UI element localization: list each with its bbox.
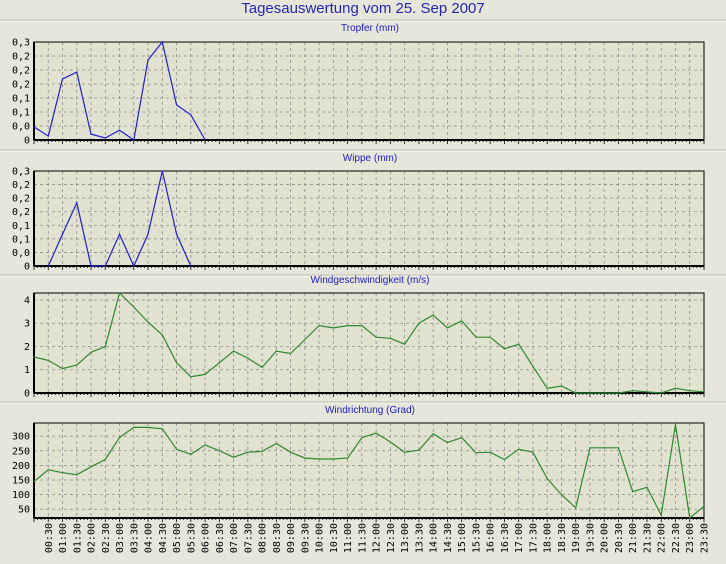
x-tick-label: 08:00	[258, 523, 269, 553]
x-tick-label: 03:00	[115, 523, 126, 553]
plot-background	[34, 171, 704, 266]
chart-panel-2: Wippe (mm) 0,3 0,2 0,2 0,2 0,1 0,1 0,0 0	[12, 153, 705, 273]
x-tick-label: 23:00	[685, 523, 696, 553]
x-tick-label: 00:30	[44, 523, 55, 553]
y-tick-label: 0,0	[12, 248, 30, 259]
y-tick-label: 0	[24, 389, 30, 400]
y-tick-label: 0,1	[12, 221, 30, 232]
x-tick-label: 12:00	[372, 523, 383, 553]
x-tick-label: 17:00	[514, 523, 525, 553]
y-tick-label: 0,2	[12, 194, 30, 205]
x-tick-label: 04:30	[158, 523, 169, 553]
y-tick-label: 50	[18, 505, 30, 516]
x-tick-label: 11:30	[357, 523, 368, 553]
x-tick-label: 01:30	[72, 523, 83, 553]
y-tick-label: 0,3	[12, 167, 30, 178]
series-line	[33, 40, 206, 142]
y-tick-label: 0	[24, 136, 30, 147]
x-tick-label: 04:00	[144, 523, 155, 553]
x-tick-label: 14:00	[429, 523, 440, 553]
x-tick-label: 13:30	[414, 523, 425, 553]
y-tick-label: 150	[12, 476, 30, 487]
chart-panel-4: Windrichtung (Grad) 300 250 200 150 100 50	[12, 405, 705, 522]
x-tick-label: 06:00	[201, 523, 212, 553]
y-tick-label: 0,2	[12, 65, 30, 76]
chart-panel-1: Tropfer (mm) 0,3 0,2 0,2 0,2 0,1 0,1 0,0 0	[12, 23, 705, 147]
x-tick-label: 05:00	[172, 523, 183, 553]
x-tick-label: 12:30	[386, 523, 397, 553]
y-tick-label: 0,2	[12, 80, 30, 91]
plot-background	[34, 42, 704, 140]
y-tick-label: 0,3	[12, 38, 30, 49]
x-tick-label: 05:30	[186, 523, 197, 553]
y-tick-label: 0,2	[12, 180, 30, 191]
plot-background	[34, 423, 704, 518]
x-tick-label: 16:00	[486, 523, 497, 553]
y-tick-label: 1	[24, 365, 30, 376]
chart-panel-3: Windgeschwindigkeit (m/s) 4 3 2 1 0	[24, 275, 705, 400]
plot-background	[34, 293, 704, 393]
x-tick-label: 10:00	[315, 523, 326, 553]
x-tick-label: 19:00	[571, 523, 582, 553]
x-tick-label: 21:00	[628, 523, 639, 553]
series-line	[47, 170, 192, 268]
series-line	[33, 291, 705, 394]
x-tick-label: 23:30	[700, 523, 711, 553]
x-tick-label: 19:30	[585, 523, 596, 553]
x-tick-label: 08:30	[272, 523, 283, 553]
y-tick-label: 0,2	[12, 207, 30, 218]
x-tick-label: 03:30	[129, 523, 140, 553]
x-tick-label: 21:30	[642, 523, 653, 553]
series-line	[33, 424, 705, 520]
y-tick-label: 3	[24, 319, 30, 330]
x-tick-label: 01:00	[58, 523, 69, 553]
x-tick-label: 07:00	[229, 523, 240, 553]
y-tick-label: 0,1	[12, 93, 30, 104]
x-tick-label: 18:00	[543, 523, 554, 553]
x-tick-label: 09:30	[300, 523, 311, 553]
y-tick-label: 0,1	[12, 234, 30, 245]
chart-title: Wippe (mm)	[343, 153, 397, 164]
x-tick-label: 11:00	[343, 523, 354, 553]
chart-title: Tropfer (mm)	[341, 23, 399, 34]
y-tick-label: 200	[12, 461, 30, 472]
x-tick-label: 14:30	[443, 523, 454, 553]
y-tick-label: 0,0	[12, 121, 30, 132]
x-tick-label: 02:00	[87, 523, 98, 553]
x-tick-label: 15:00	[457, 523, 468, 553]
x-tick-label: 10:30	[329, 523, 340, 553]
x-tick-label: 16:30	[500, 523, 511, 553]
y-tick-label: 4	[24, 295, 30, 306]
chart-title: Windgeschwindigkeit (m/s)	[311, 275, 430, 286]
page-title: Tagesauswertung vom 25. Sep 2007	[241, 0, 485, 17]
chart-title: Windrichtung (Grad)	[325, 405, 415, 416]
x-tick-label: 15:30	[471, 523, 482, 553]
x-tick-label: 20:30	[614, 523, 625, 553]
y-tick-label: 0,2	[12, 52, 30, 63]
y-tick-label: 0,1	[12, 108, 30, 119]
y-tick-label: 0	[24, 262, 30, 273]
y-tick-label: 250	[12, 446, 30, 457]
x-tick-label: 07:30	[243, 523, 254, 553]
x-tick-label: 18:30	[557, 523, 568, 553]
y-tick-label: 2	[24, 342, 30, 353]
x-tick-label: 17:30	[528, 523, 539, 553]
y-tick-label: 300	[12, 432, 30, 443]
x-tick-label: 20:00	[600, 523, 611, 553]
x-tick-label: 22:30	[671, 523, 682, 553]
x-tick-label: 02:30	[101, 523, 112, 553]
x-tick-label: 22:00	[657, 523, 668, 553]
x-tick-label: 13:00	[400, 523, 411, 553]
y-tick-label: 100	[12, 490, 30, 501]
x-tick-label: 09:00	[286, 523, 297, 553]
x-tick-label: 06:30	[215, 523, 226, 553]
